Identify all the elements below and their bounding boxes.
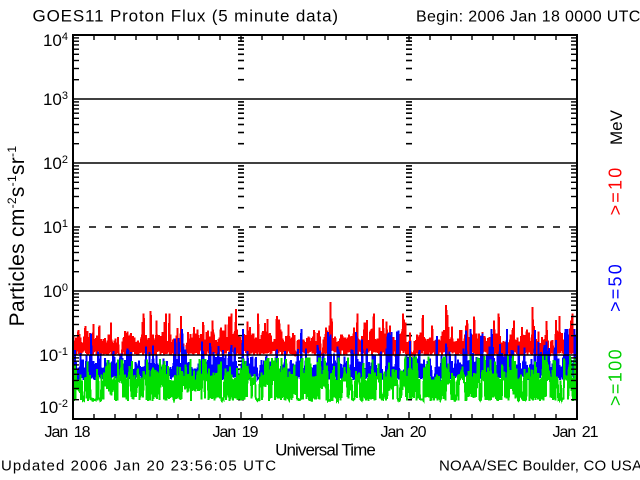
svg-text:>=10: >=10 [606, 166, 626, 216]
svg-text:Particles cm-2s-1sr-1: Particles cm-2s-1sr-1 [5, 146, 29, 327]
svg-text:Begin: 2006 Jan 18 0000 UTC: Begin: 2006 Jan 18 0000 UTC [416, 9, 640, 26]
svg-text:10-2: 10-2 [39, 398, 68, 417]
svg-text:102: 102 [43, 154, 68, 173]
svg-text:101: 101 [43, 218, 68, 237]
svg-text:Universal Time: Universal Time [275, 441, 375, 460]
svg-text:10-1: 10-1 [39, 346, 68, 365]
svg-text:Jan 18: Jan 18 [44, 424, 90, 441]
svg-text:>=50: >=50 [606, 262, 626, 312]
svg-text:104: 104 [43, 31, 68, 50]
svg-text:Jan 19: Jan 19 [212, 424, 258, 441]
svg-text:NOAA/SEC Boulder, CO USA: NOAA/SEC Boulder, CO USA [439, 458, 640, 475]
svg-text:MeV: MeV [607, 109, 626, 145]
svg-text:>=100: >=100 [606, 348, 626, 406]
svg-text:GOES11 Proton Flux (5 minute d: GOES11 Proton Flux (5 minute data) [33, 7, 339, 26]
svg-text:Updated 2006 Jan 20 23:56:05 U: Updated 2006 Jan 20 23:56:05 UTC [1, 458, 277, 475]
svg-text:100: 100 [43, 282, 68, 301]
svg-text:Jan 21: Jan 21 [552, 424, 598, 441]
svg-text:103: 103 [43, 90, 68, 109]
svg-text:Jan 20: Jan 20 [380, 424, 426, 441]
